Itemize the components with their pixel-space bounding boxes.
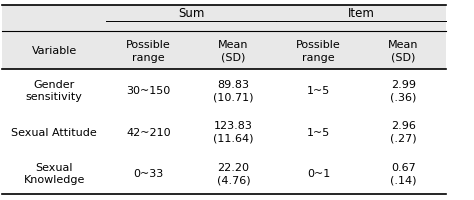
Text: 0~1: 0~1	[307, 168, 330, 178]
Text: Possible
range: Possible range	[126, 40, 171, 62]
Bar	[276, 70, 361, 111]
Bar	[2, 6, 106, 32]
Text: Variable: Variable	[32, 46, 77, 56]
Text: 22.20
(4.76): 22.20 (4.76)	[217, 162, 250, 184]
Text: 30~150: 30~150	[127, 86, 171, 96]
Text: 42~210: 42~210	[127, 127, 171, 137]
Bar	[361, 70, 446, 111]
Text: Possible
range: Possible range	[296, 40, 341, 62]
Text: Item: Item	[347, 7, 374, 20]
Bar	[2, 70, 106, 111]
Text: Mean
(SD): Mean (SD)	[388, 40, 419, 62]
Bar	[276, 6, 361, 32]
Bar	[361, 32, 446, 70]
Bar	[106, 70, 191, 111]
Text: Mean
(SD): Mean (SD)	[218, 40, 249, 62]
Bar	[276, 111, 361, 153]
Text: Gender
sensitivity: Gender sensitivity	[26, 79, 83, 102]
Bar	[2, 153, 106, 194]
Text: 1~5: 1~5	[307, 86, 330, 96]
Bar	[191, 32, 276, 70]
Text: 2.96
(.27): 2.96 (.27)	[390, 121, 417, 143]
Text: 2.99
(.36): 2.99 (.36)	[390, 79, 417, 102]
Bar	[191, 153, 276, 194]
Bar	[2, 32, 106, 70]
Bar	[191, 6, 276, 32]
Bar	[106, 153, 191, 194]
Bar	[106, 32, 191, 70]
Text: 89.83
(10.71): 89.83 (10.71)	[213, 79, 254, 102]
Bar	[106, 111, 191, 153]
Bar	[276, 153, 361, 194]
Bar	[361, 111, 446, 153]
Text: Sexual Attitude: Sexual Attitude	[11, 127, 97, 137]
Bar	[361, 153, 446, 194]
Text: 0.67
(.14): 0.67 (.14)	[390, 162, 417, 184]
Bar	[2, 111, 106, 153]
Bar	[191, 70, 276, 111]
Text: Sexual
Knowledge: Sexual Knowledge	[24, 162, 85, 184]
Bar	[361, 6, 446, 32]
Bar	[276, 32, 361, 70]
Text: 0~33: 0~33	[134, 168, 164, 178]
Bar	[191, 111, 276, 153]
Text: Sum: Sum	[178, 7, 204, 20]
Bar	[106, 6, 191, 32]
Text: 123.83
(11.64): 123.83 (11.64)	[213, 121, 254, 143]
Text: 1~5: 1~5	[307, 127, 330, 137]
